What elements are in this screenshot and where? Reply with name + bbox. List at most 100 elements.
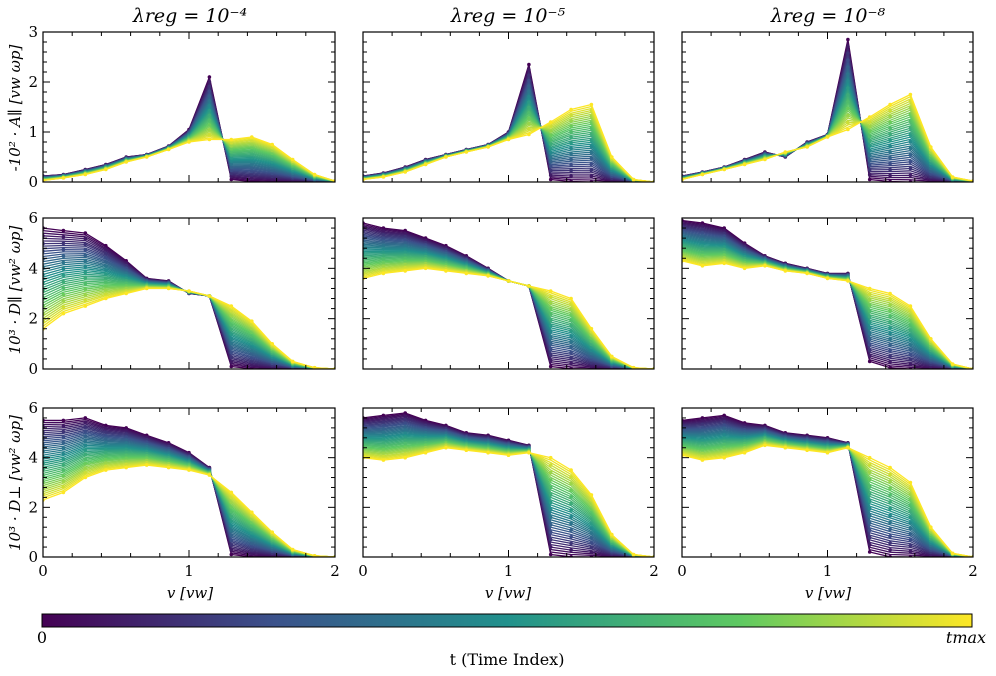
- data-point: [867, 492, 872, 496]
- data-point: [270, 142, 275, 147]
- series-line: [363, 258, 654, 369]
- data-point: [548, 530, 553, 534]
- data-point: [207, 473, 212, 477]
- colorbar-label: t (Time Index): [450, 650, 565, 669]
- data-point: [908, 549, 913, 554]
- data-point: [207, 128, 212, 132]
- data-point: [742, 450, 747, 455]
- data-point: [527, 284, 531, 288]
- data-point: [846, 86, 850, 90]
- data-point: [124, 160, 128, 164]
- data-point: [61, 254, 66, 258]
- data-point: [908, 166, 913, 171]
- data-point: [867, 463, 872, 467]
- data-point: [250, 319, 254, 324]
- data-point: [444, 269, 448, 273]
- data-point: [207, 104, 212, 108]
- data-point: [888, 365, 892, 369]
- data-point: [548, 300, 553, 305]
- data-point: [888, 465, 892, 470]
- data-point: [846, 445, 850, 450]
- data-point: [722, 455, 726, 460]
- data-point: [589, 493, 594, 497]
- data-point: [83, 259, 88, 264]
- data-point: [83, 448, 88, 452]
- data-point: [700, 264, 705, 268]
- data-point: [486, 450, 490, 455]
- data-point: [506, 279, 511, 283]
- data-point: [867, 134, 872, 138]
- data-point: [569, 528, 573, 532]
- data-point: [846, 127, 850, 132]
- data-point: [867, 286, 872, 291]
- data-point: [888, 527, 892, 532]
- y-tick-label: 0: [28, 548, 38, 566]
- data-point: [61, 429, 66, 434]
- data-point: [83, 287, 88, 292]
- col-title-2: λreg = 10⁻⁵: [450, 5, 566, 27]
- data-point: [610, 155, 614, 159]
- data-point: [548, 515, 553, 520]
- y-tick-label: 4: [28, 259, 38, 277]
- data-point: [700, 458, 705, 462]
- data-point: [867, 331, 872, 336]
- data-point: [61, 311, 66, 316]
- panel-row2-col2: [362, 217, 655, 370]
- data-point: [867, 470, 872, 475]
- data-point: [144, 286, 149, 291]
- data-point: [229, 137, 234, 142]
- data-point: [888, 486, 892, 491]
- data-point: [104, 468, 108, 472]
- data-point: [569, 152, 573, 156]
- data-point: [207, 132, 212, 137]
- data-point: [83, 253, 88, 258]
- data-point: [722, 261, 726, 266]
- series-group: [682, 218, 973, 369]
- data-point: [742, 266, 747, 271]
- data-point: [867, 297, 872, 302]
- data-point: [548, 289, 553, 293]
- data-point: [548, 470, 553, 475]
- x-tick-label: 2: [330, 562, 340, 580]
- data-point: [548, 120, 553, 124]
- data-point: [867, 477, 872, 482]
- data-point: [888, 132, 892, 136]
- data-point: [888, 479, 892, 484]
- data-point: [825, 135, 830, 139]
- series-line: [43, 286, 335, 369]
- x-tick-label: 2: [968, 562, 978, 580]
- data-point: [527, 116, 531, 121]
- data-point: [124, 291, 128, 296]
- data-point: [929, 337, 933, 341]
- data-point: [805, 145, 809, 149]
- data-point: [144, 463, 149, 467]
- data-point: [700, 172, 705, 177]
- data-point: [548, 306, 553, 311]
- data-point: [83, 281, 88, 286]
- data-point: [207, 99, 212, 103]
- data-point: [610, 532, 614, 537]
- y-tick-label: 2: [28, 498, 38, 516]
- data-point: [144, 155, 149, 159]
- data-point: [207, 89, 212, 94]
- data-point: [763, 157, 767, 162]
- y-tick-label: 1: [28, 123, 38, 141]
- data-point: [867, 528, 872, 533]
- colorbar-tick-max: tmax: [946, 628, 986, 647]
- series-group: [43, 416, 335, 557]
- data-point: [569, 361, 573, 366]
- data-point: [527, 62, 531, 67]
- data-point: [527, 111, 531, 115]
- xlabel-col3: v [vw]: [805, 584, 851, 602]
- x-tick-label: 1: [823, 562, 833, 580]
- series-line: [43, 244, 335, 369]
- data-point: [83, 475, 88, 480]
- data-point: [381, 175, 386, 179]
- data-point: [888, 520, 892, 525]
- data-point: [908, 173, 913, 178]
- data-point: [527, 89, 531, 94]
- data-point: [527, 132, 531, 137]
- data-point: [527, 105, 531, 110]
- data-point: [888, 548, 892, 552]
- data-point: [908, 480, 913, 485]
